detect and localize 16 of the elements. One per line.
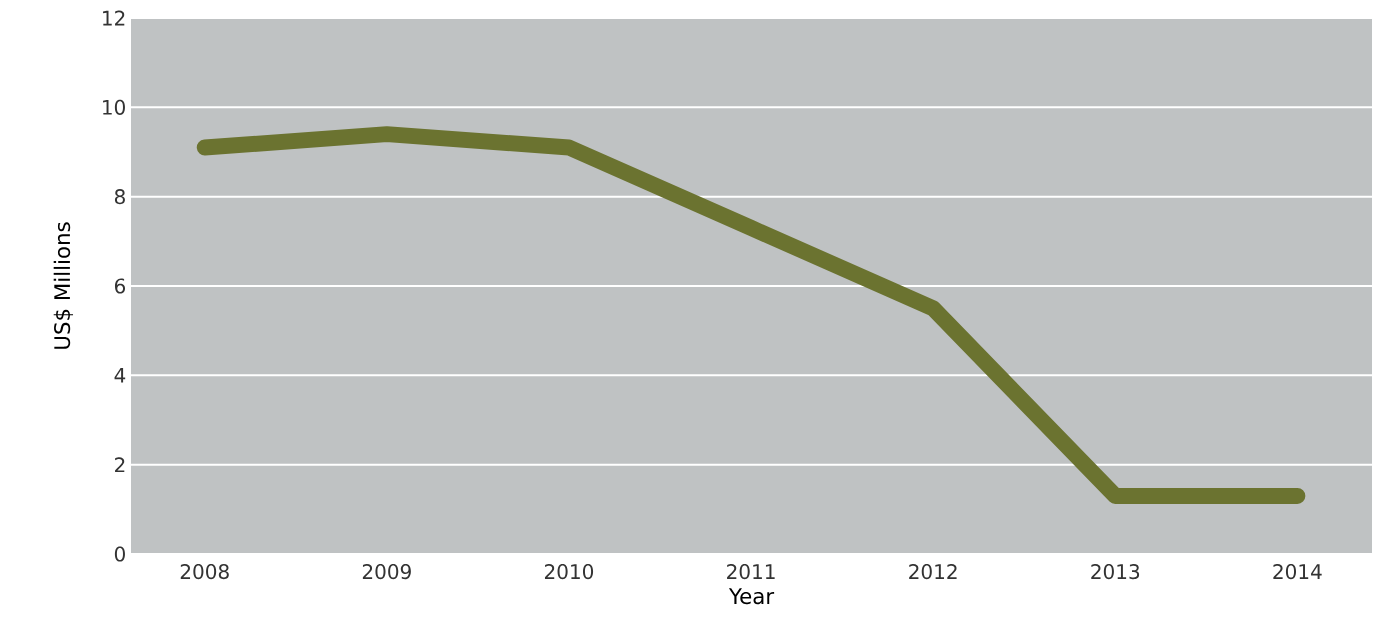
x-tick-label: 2009 [362, 564, 411, 580]
y-tick-label: 10 [103, 99, 125, 115]
y-tick-label: 6 [114, 278, 126, 294]
y-tick-label: 2 [115, 457, 125, 473]
y-tick-label: 4 [114, 368, 126, 383]
x-tick-label: 2012 [909, 564, 957, 580]
y-tick-label: 8 [114, 189, 125, 205]
y-tick-label: 12 [103, 10, 125, 26]
y-tick-label: 0 [114, 546, 125, 562]
x-tick-label: 2014 [1273, 564, 1322, 580]
x-tick-label: 2013 [1091, 564, 1140, 580]
y-axis-title: US$ Millions [53, 222, 74, 349]
x-axis-title: Year [728, 588, 775, 605]
x-tick-label: 2010 [544, 564, 594, 580]
x-tick-label: 2008 [180, 564, 229, 580]
x-tick-label: 2011 [727, 564, 775, 580]
